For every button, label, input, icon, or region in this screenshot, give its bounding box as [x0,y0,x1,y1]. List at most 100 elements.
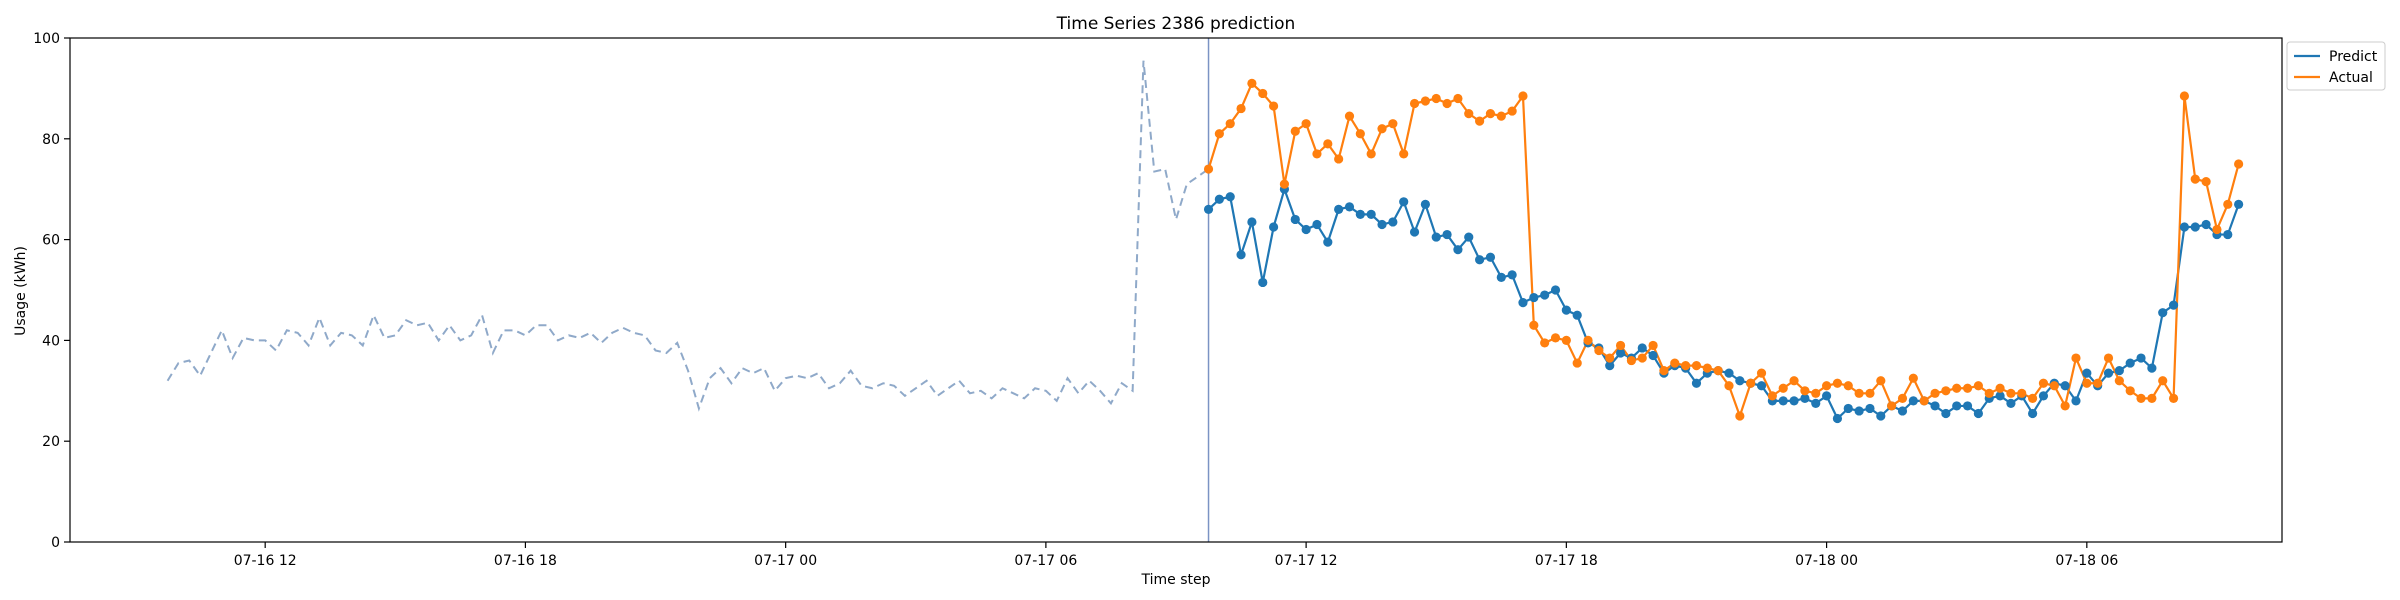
data-point [1811,388,1821,398]
data-point [1453,245,1463,255]
data-point [1626,355,1637,366]
data-point [1312,219,1322,230]
data-point [1865,403,1875,414]
data-point [1952,383,1962,393]
data-point [2006,398,2016,408]
data-point [1355,129,1365,139]
x-tick-label: 07-17 06 [1014,553,1077,569]
data-point [2168,393,2179,403]
data-point [1279,179,1290,189]
data-point [1312,149,1322,159]
data-point [1550,333,1561,343]
data-point [1930,401,1940,411]
data-point [1366,209,1376,219]
data-point [2223,199,2233,209]
data-point [2093,378,2103,388]
data-point [2234,199,2244,209]
data-point [1941,408,1951,419]
data-point [1670,358,1680,368]
data-point [1388,119,1398,129]
legend-label-predict: Predict [2329,49,2378,65]
x-tick-label: 07-16 18 [494,553,557,569]
data-point [1323,237,1333,247]
data-point [1659,366,1669,376]
data-point [1485,109,1496,119]
data-point [1258,277,1268,288]
data-point [1962,401,1973,411]
data-point [2212,224,2222,235]
data-point [1388,217,1398,227]
data-point [1832,378,1843,388]
data-point [1475,116,1485,126]
data-point [1268,101,1279,111]
data-point [1876,376,1886,386]
data-point [2028,408,2038,419]
data-point [1420,96,1430,106]
data-point [2049,381,2059,391]
data-point [1897,393,1908,403]
data-point [1789,376,1799,386]
data-point [1561,335,1571,345]
data-point [1485,252,1496,262]
data-point [1442,229,1452,240]
data-point [1756,381,1767,391]
data-point [1648,340,1658,351]
data-point [1409,227,1420,237]
x-tick-label: 07-17 00 [754,553,817,569]
data-point [1572,310,1582,320]
data-point [1377,219,1387,230]
legend-label-actual: Actual [2329,70,2373,86]
data-point [1605,353,1615,363]
data-point [1713,366,1723,376]
data-point [1464,109,1474,119]
data-point [2006,388,2016,398]
data-point [1724,368,1734,378]
data-point [1821,391,1832,401]
data-point [1637,353,1647,363]
data-point [1865,388,1875,398]
x-tick-label: 07-18 00 [1795,553,1858,569]
data-point [1301,119,1311,129]
data-point [1897,406,1908,416]
data-point [1962,383,1973,393]
data-point [1344,202,1355,212]
series-markers-actual [1203,78,2244,421]
data-point [1724,381,1734,391]
data-point [1496,272,1506,282]
data-point [2082,378,2092,388]
data-point [1290,126,1300,136]
data-point [1583,335,1593,345]
data-point [1767,391,1777,401]
data-point [1290,214,1300,225]
data-point [1236,250,1246,260]
legend: Predict Actual [2286,41,2386,91]
plot-area: 0 20 40 60 80 100 07-16 12 07-16 18 07-17 00 07-1… [33,31,2283,569]
data-point [1225,119,1235,129]
data-point [1594,345,1604,356]
data-point [2190,222,2200,232]
data-point [1442,98,1452,109]
data-point [1973,381,1983,391]
data-point [2071,353,2081,363]
data-point [1247,78,1257,88]
data-point [2103,353,2114,363]
data-point [1854,388,1864,398]
data-point [2158,308,2168,318]
data-point [2158,376,2168,386]
data-point [1887,401,1897,411]
y-tick-label: 20 [42,434,60,450]
data-point [1854,406,1864,416]
data-point [2147,393,2157,403]
data-point [2103,368,2114,378]
data-point [1550,285,1561,295]
data-point [1973,408,1983,419]
data-point [1843,403,1853,414]
y-tick-label: 60 [42,233,60,249]
data-point [1518,298,1528,308]
data-point [2223,229,2233,240]
x-tick-label: 07-18 06 [2055,553,2118,569]
data-point [1540,338,1550,348]
data-point [1399,197,1409,207]
data-point [2038,378,2049,388]
